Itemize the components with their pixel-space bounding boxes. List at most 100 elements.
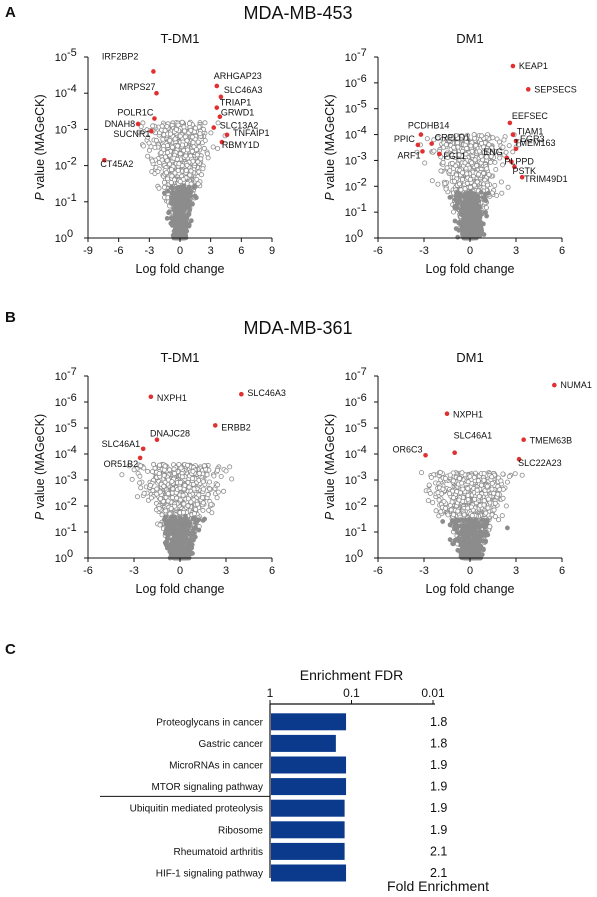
background-point: [179, 197, 185, 203]
y-tick-label: 10: [345, 78, 357, 90]
background-point: [503, 149, 509, 155]
plot-title: T-DM1: [161, 350, 200, 365]
background-point: [171, 177, 177, 183]
x-tick-label: 3: [513, 245, 519, 257]
panel-letter-c: C: [5, 641, 16, 658]
background-point: [447, 168, 453, 174]
background-point: [175, 122, 181, 128]
background-point: [179, 142, 185, 148]
background-point: [462, 215, 468, 221]
y-tick-label: 10: [55, 124, 67, 136]
background-point: [182, 134, 188, 140]
background-point: [429, 178, 435, 184]
background-point: [215, 145, 221, 151]
background-point: [188, 127, 194, 133]
y-tick-exponent: -4: [67, 83, 77, 95]
gene-label: TRIM49D1: [524, 174, 568, 184]
background-point: [169, 185, 175, 191]
background-point: [188, 193, 194, 199]
background-point: [440, 159, 446, 165]
y-tick-exponent: -5: [67, 47, 77, 59]
background-point: [157, 462, 163, 468]
y-tick-exponent: -4: [357, 125, 367, 137]
background-point: [169, 173, 175, 179]
gene-label: EEFSEC: [512, 111, 549, 121]
background-point: [505, 184, 511, 190]
background-point: [201, 145, 207, 151]
background-point: [484, 166, 490, 172]
background-point: [189, 148, 195, 154]
background-point: [435, 181, 441, 187]
x-axis-title: Log fold change: [426, 262, 515, 276]
background-point: [447, 194, 453, 200]
x-tick-label: 6: [238, 245, 244, 257]
background-point: [480, 221, 486, 227]
y-axis-title: P value (MAGeCK): [33, 94, 47, 200]
background-point: [471, 214, 477, 219]
background-point: [161, 184, 167, 190]
background-point: [467, 215, 473, 221]
background-point: [452, 204, 458, 210]
background-point: [206, 507, 212, 513]
background-point: [167, 138, 173, 144]
background-point: [459, 176, 465, 182]
background-point: [479, 140, 485, 146]
background-point: [202, 137, 208, 143]
background-point: [135, 129, 141, 135]
background-point: [137, 473, 143, 479]
background-point: [193, 147, 199, 153]
background-point: [165, 188, 171, 194]
background-point: [150, 123, 156, 129]
background-point: [175, 185, 181, 191]
background-point: [454, 199, 460, 204]
background-point: [460, 219, 466, 225]
gene-label: CT45A2: [100, 159, 133, 169]
hit-point: [510, 132, 516, 137]
background-point: [194, 152, 200, 158]
hit-point: [214, 83, 220, 89]
hit-point: [415, 142, 421, 148]
x-axis-title: Log fold change: [136, 262, 225, 276]
background-point: [148, 144, 154, 150]
gene-label: PCDHB14: [408, 121, 450, 131]
y-axis-title-rest: value (MAGeCK): [323, 94, 337, 192]
plot-title: T-DM1: [161, 31, 200, 46]
background-point: [506, 143, 512, 149]
background-point: [442, 180, 448, 186]
y-tick-label: 10: [55, 197, 67, 209]
hit-point: [420, 149, 425, 154]
background-point: [192, 125, 198, 131]
background-point: [221, 488, 227, 494]
x-tick-label: 6: [559, 245, 565, 257]
background-point: [476, 171, 482, 177]
background-point: [189, 134, 195, 140]
background-point: [455, 234, 461, 240]
background-point: [155, 169, 161, 175]
background-point: [214, 495, 220, 501]
background-point: [145, 153, 151, 159]
background-point: [211, 473, 217, 479]
background-point: [451, 178, 457, 184]
background-point: [165, 150, 171, 156]
y-tick-exponent: -2: [67, 156, 77, 168]
hit-point: [418, 132, 424, 137]
hit-point: [211, 125, 217, 130]
background-point: [190, 158, 196, 164]
panel-letter-b: B: [5, 309, 16, 326]
background-point: [182, 207, 187, 213]
background-point: [475, 205, 481, 211]
background-point: [184, 147, 190, 153]
background-point: [481, 170, 487, 176]
background-point: [167, 131, 173, 137]
background-point: [160, 136, 166, 142]
background-point: [471, 132, 477, 138]
background-point: [483, 209, 488, 215]
background-point: [179, 119, 185, 125]
x-tick-label: 3: [208, 245, 214, 257]
gene-label: CRELD1: [435, 133, 471, 143]
background-point: [462, 186, 468, 192]
y-tick-label: 10: [345, 52, 357, 64]
x-tick-label: -9: [83, 245, 93, 257]
background-point: [470, 224, 476, 230]
background-point: [458, 187, 464, 193]
